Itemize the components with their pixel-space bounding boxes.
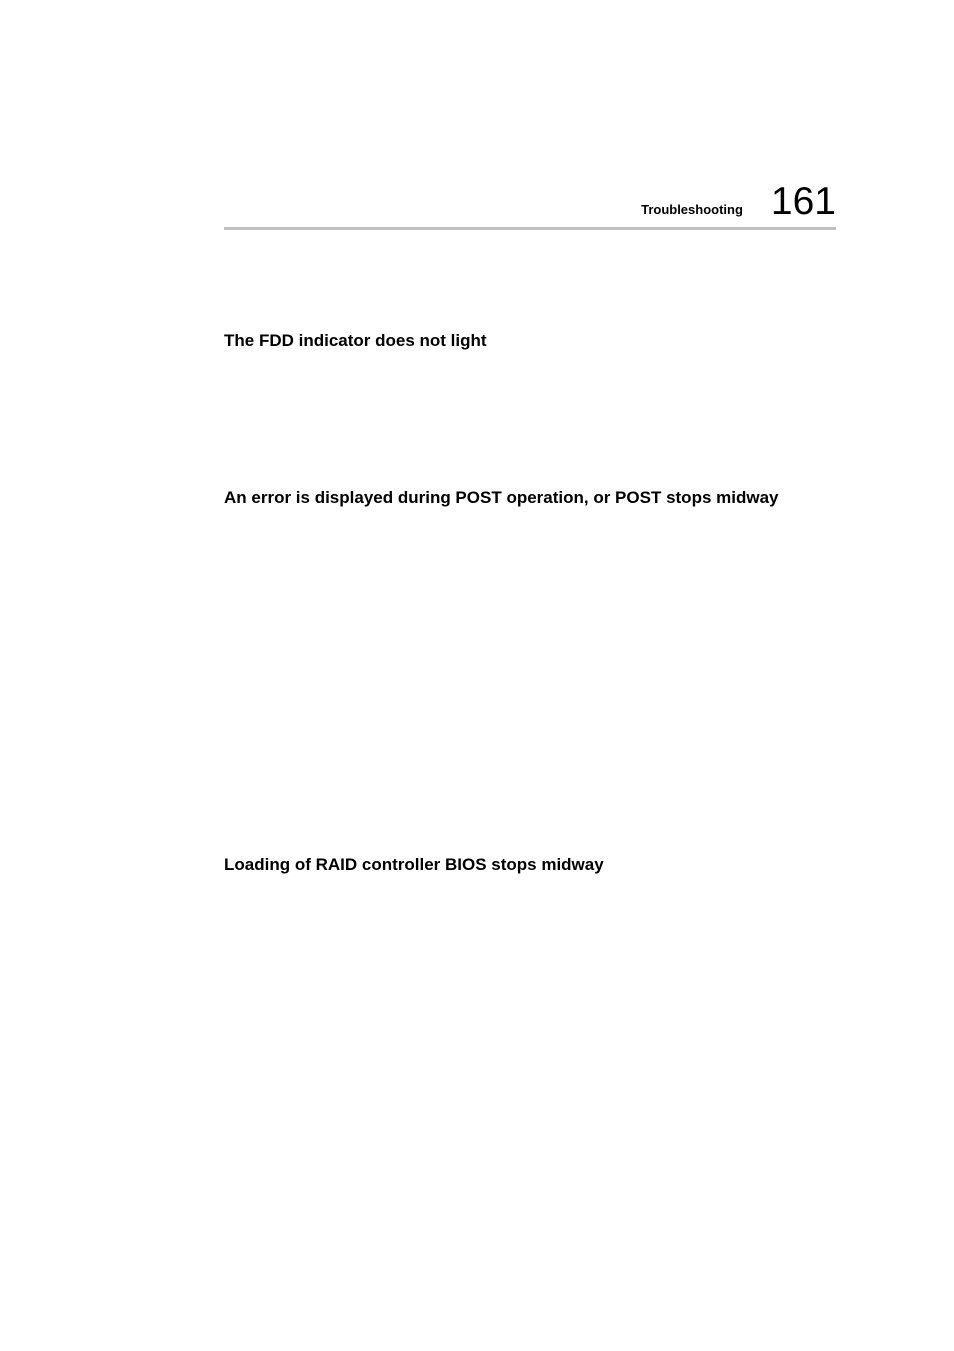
page-container: Troubleshooting 161 The FDD indicator do… xyxy=(0,0,954,876)
section-heading-post-error: An error is displayed during POST operat… xyxy=(224,487,836,509)
page-header: Troubleshooting 161 xyxy=(224,182,836,221)
section-heading-fdd-indicator: The FDD indicator does not light xyxy=(224,330,836,352)
header-divider xyxy=(224,227,836,230)
header-section-label: Troubleshooting xyxy=(641,194,743,217)
section-heading-raid-bios: Loading of RAID controller BIOS stops mi… xyxy=(224,854,836,876)
page-number: 161 xyxy=(771,182,836,221)
